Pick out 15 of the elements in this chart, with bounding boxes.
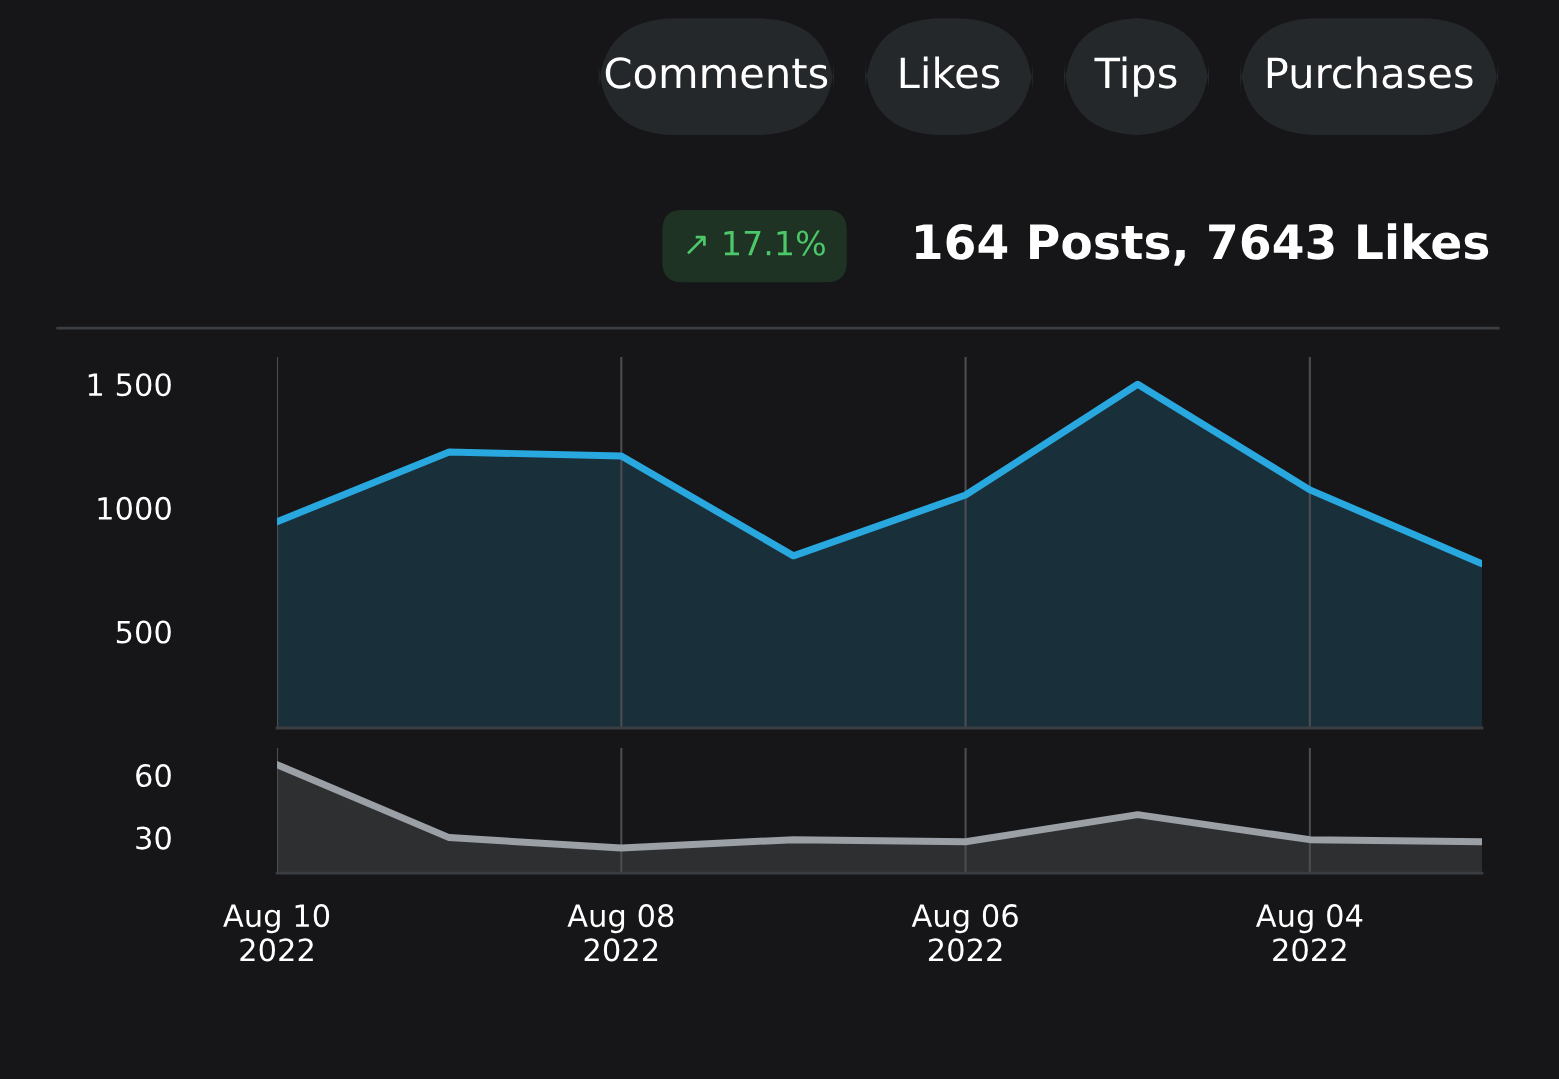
text: Purchases xyxy=(1267,56,1473,89)
chart-title: 164 Posts, 7643 Likes xyxy=(916,223,1489,266)
x-tick-label: Aug 08 2022 xyxy=(567,904,674,962)
text: Tips xyxy=(1094,56,1177,97)
y-tick-label: 1 500 xyxy=(88,373,171,397)
y-tick-label: 500 xyxy=(116,620,171,644)
y-tick-label: 30 xyxy=(136,826,171,850)
text: Comments xyxy=(605,57,828,89)
text: ↗ 17.1% xyxy=(687,230,825,256)
x-tick-label: Aug 04 2022 xyxy=(1255,904,1363,962)
text: Likes xyxy=(900,56,1000,89)
x-tick-label: Aug 10 2022 xyxy=(223,904,330,962)
y-tick-label: 1000 xyxy=(98,496,171,520)
y-tick-label: 60 xyxy=(136,763,171,788)
x-tick-label: Aug 06 2022 xyxy=(911,904,1018,962)
